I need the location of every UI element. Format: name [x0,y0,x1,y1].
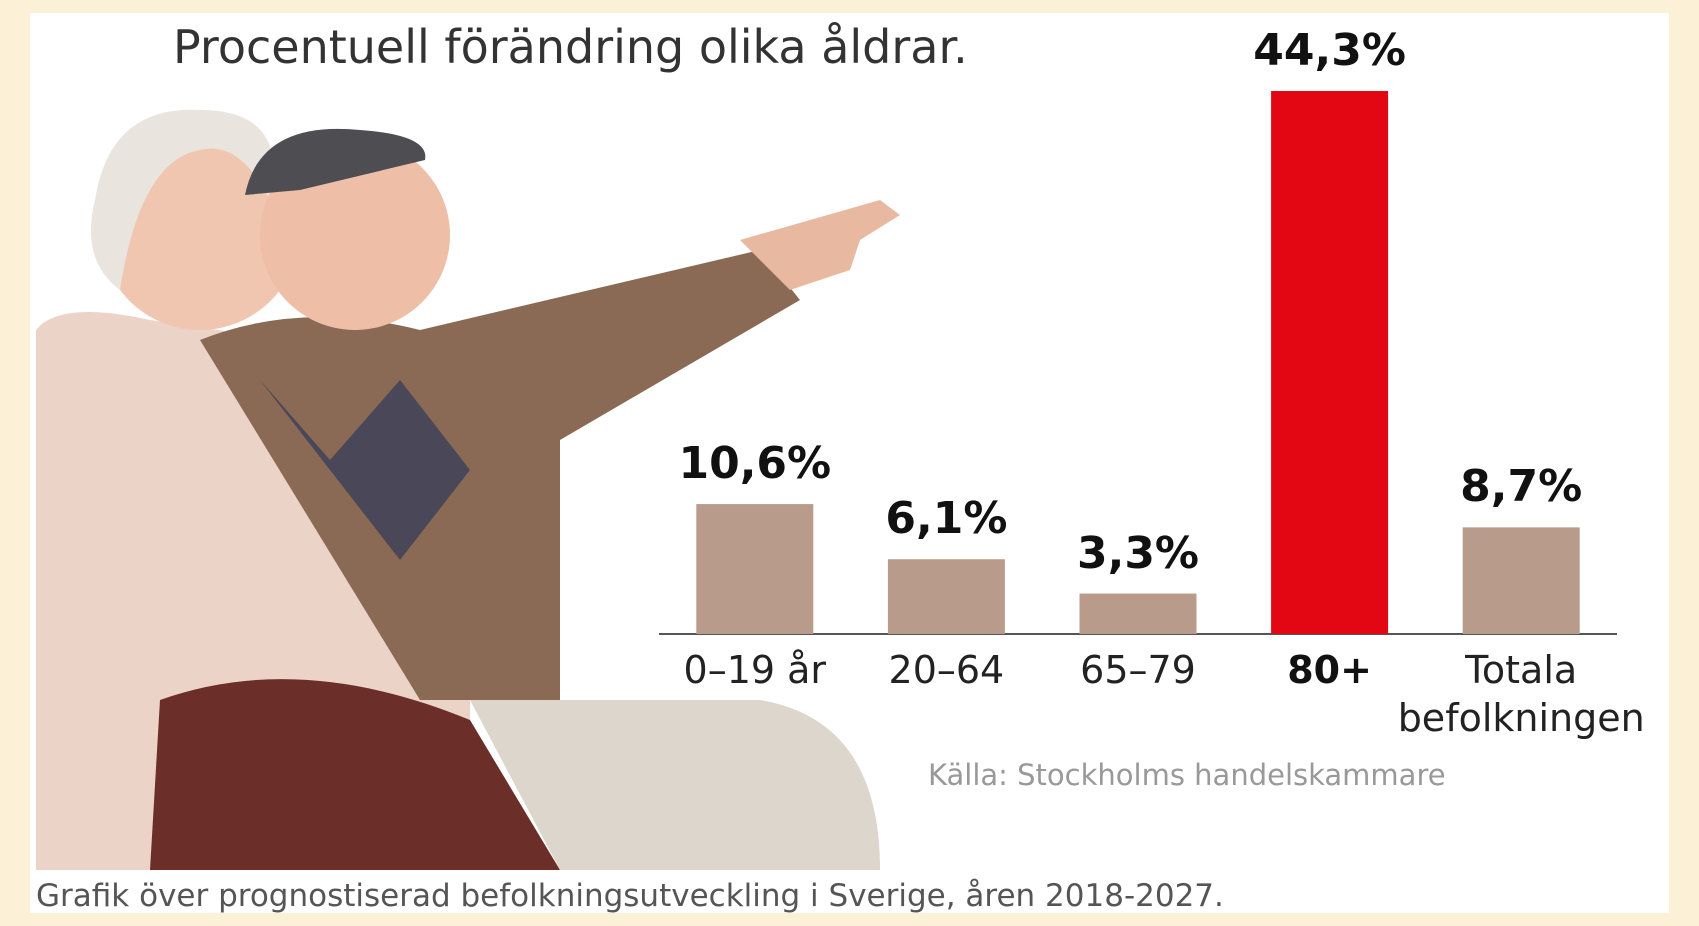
x-tick-label: Totala befolkningen [1376,646,1666,742]
bar [696,504,813,634]
bar [1463,527,1580,634]
value-label: 8,7% [1411,461,1631,512]
photo-people [36,110,900,870]
value-label: 44,3% [1220,25,1440,76]
bar [1080,594,1197,634]
chart-title: Procentuell förändring olika åldrar. [173,20,968,74]
source: Källa: Stockholms handelskammare [928,758,1446,792]
value-label: 10,6% [645,438,865,489]
bar [888,559,1005,634]
page: Procentuell förändring olika åldrar. Käl… [0,0,1699,926]
value-label: 6,1% [836,493,1056,544]
value-label: 3,3% [1028,528,1248,579]
caption: Grafik över prognostiserad befolkningsut… [36,878,1224,914]
bar [1271,91,1388,634]
